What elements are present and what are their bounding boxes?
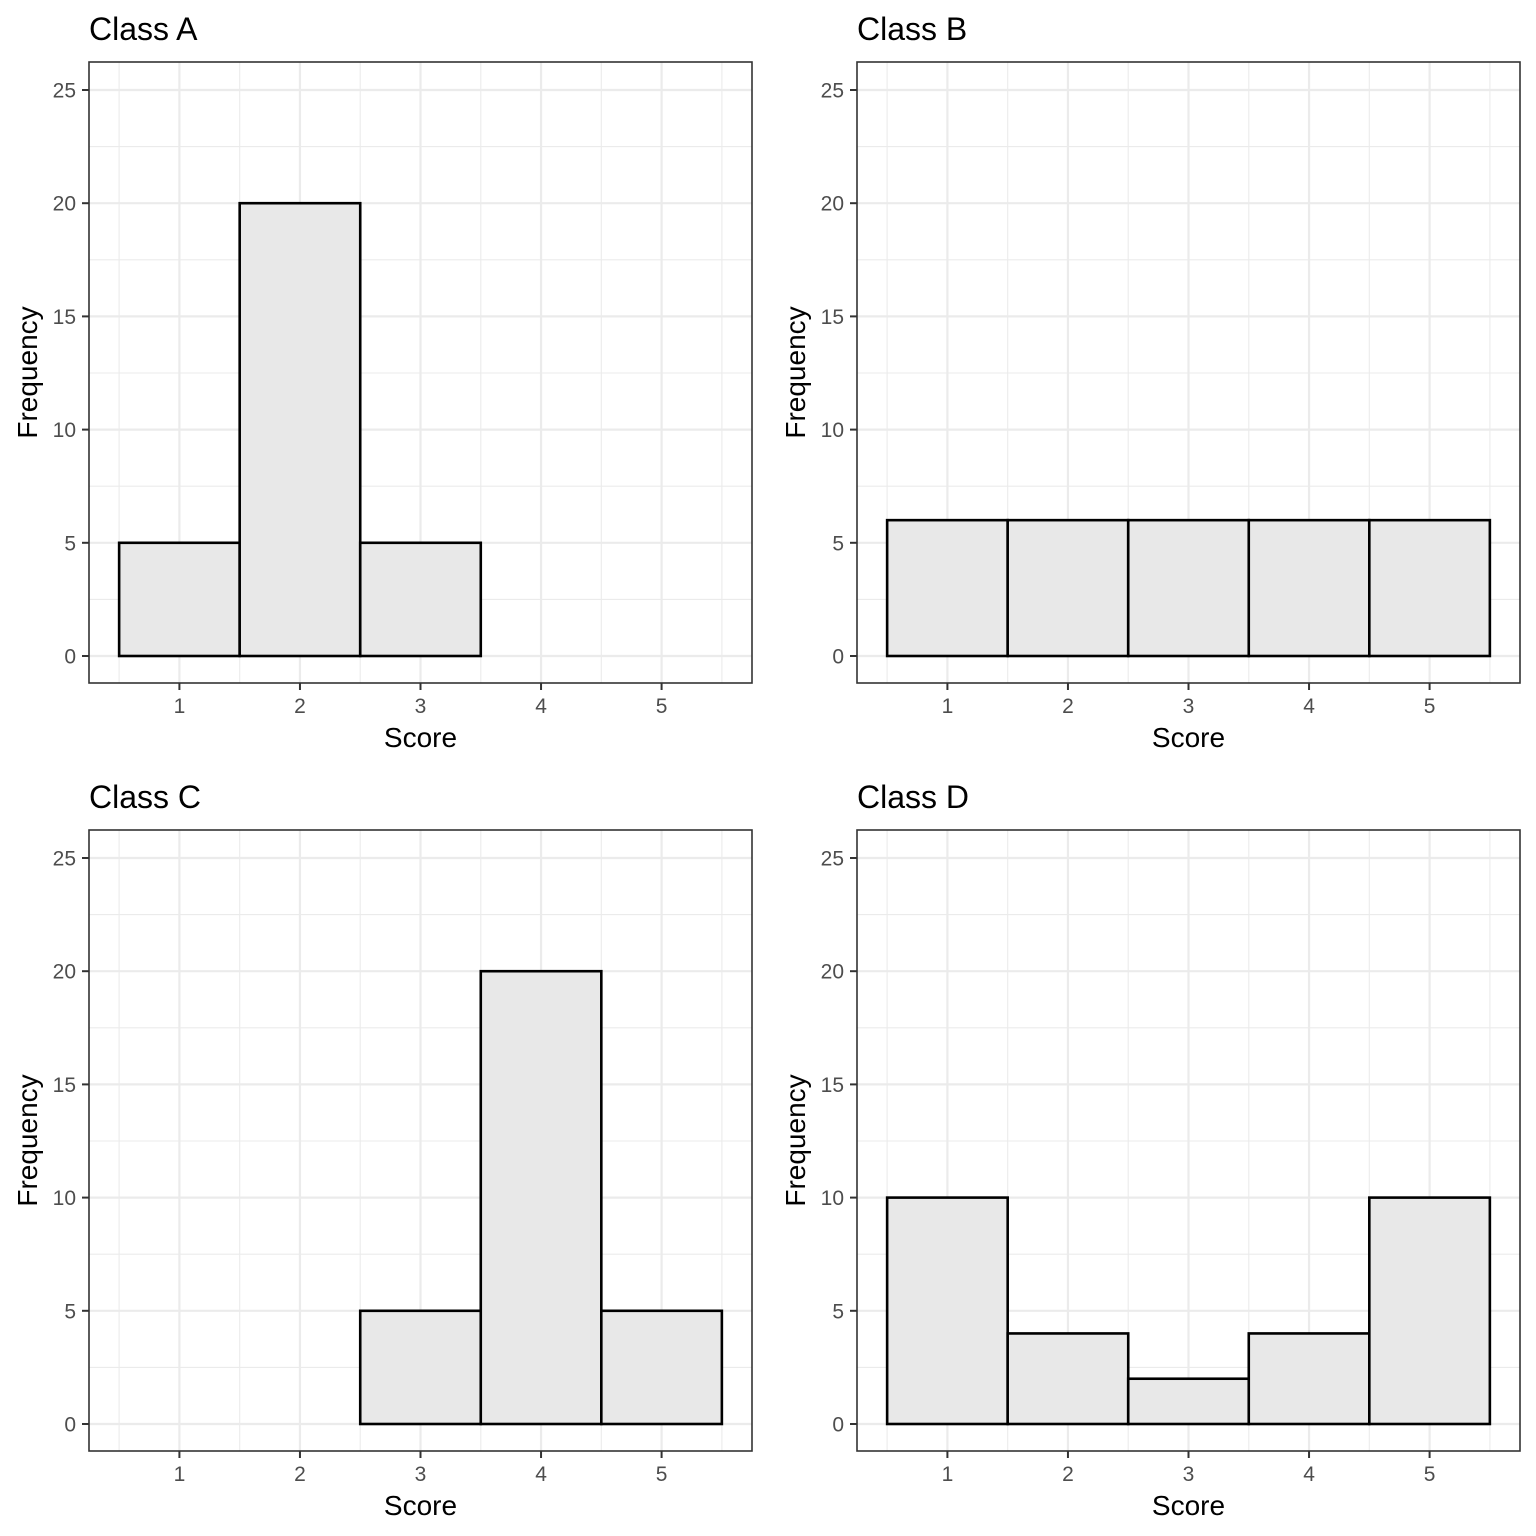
bars <box>358 969 724 1426</box>
y-tick-label: 0 <box>64 646 76 669</box>
y-tick-label: 10 <box>53 1187 76 1210</box>
panel-class-d: 0 5 10 15 20 25 1 2 3 4 5 Class D Score Frequency <box>780 779 1521 1521</box>
bar <box>1368 1196 1492 1426</box>
y-tick-label: 20 <box>53 193 76 216</box>
bar <box>1126 518 1251 658</box>
y-tick-label: 5 <box>832 532 844 555</box>
y-axis: 0 5 10 15 20 25 <box>821 848 857 1437</box>
y-tick-label: 10 <box>821 419 844 442</box>
y-axis: 0 5 10 15 20 25 <box>53 80 89 669</box>
y-axis-title: Frequency <box>12 1074 43 1206</box>
x-tick-label: 3 <box>1183 1463 1195 1486</box>
x-tick-label: 2 <box>294 695 306 718</box>
y-tick-label: 15 <box>821 1074 844 1097</box>
y-axis: 0 5 10 15 20 25 <box>53 848 89 1437</box>
x-tick-label: 2 <box>294 1463 306 1486</box>
y-axis-title: Frequency <box>780 1074 811 1206</box>
x-tick-label: 1 <box>942 1463 954 1486</box>
x-tick-label: 2 <box>1062 1463 1074 1486</box>
bar <box>1006 1332 1130 1426</box>
bars <box>117 201 483 658</box>
x-axis: 1 2 3 4 5 <box>942 1451 1436 1486</box>
y-tick-label: 25 <box>821 848 844 871</box>
panel-class-b: 0 5 10 15 20 25 1 2 3 4 5 Class B Score Frequency <box>780 11 1521 753</box>
x-axis-title: Score <box>384 722 457 753</box>
y-tick-label: 25 <box>53 848 76 871</box>
x-axis: 1 2 3 4 5 <box>174 683 668 718</box>
bars <box>885 518 1492 658</box>
y-tick-label: 25 <box>821 80 844 103</box>
y-tick-label: 10 <box>821 1187 844 1210</box>
y-tick-label: 5 <box>64 532 76 555</box>
bars <box>885 1196 1492 1426</box>
bar <box>1247 518 1371 658</box>
y-tick-label: 5 <box>64 1300 76 1323</box>
x-tick-label: 3 <box>415 695 427 718</box>
x-axis-title: Score <box>384 1490 457 1521</box>
bar <box>1368 518 1492 658</box>
bar <box>1006 518 1130 658</box>
x-tick-label: 5 <box>1424 695 1436 718</box>
y-tick-label: 15 <box>821 306 844 329</box>
x-tick-label: 1 <box>174 695 186 718</box>
panel-title: Class B <box>857 11 967 47</box>
bar <box>238 201 362 658</box>
x-tick-label: 4 <box>535 695 547 718</box>
bar <box>600 1309 724 1426</box>
y-tick-label: 5 <box>832 1300 844 1323</box>
y-tick-label: 0 <box>832 646 844 669</box>
y-axis-title: Frequency <box>12 306 43 438</box>
x-axis: 1 2 3 4 5 <box>942 683 1436 718</box>
x-axis-title: Score <box>1152 722 1225 753</box>
bar <box>358 541 483 658</box>
panel-title: Class C <box>89 779 201 815</box>
panel-title: Class D <box>857 779 969 815</box>
x-tick-label: 4 <box>1303 1463 1315 1486</box>
bar <box>358 1309 483 1426</box>
y-axis: 0 5 10 15 20 25 <box>821 80 857 669</box>
y-tick-label: 10 <box>53 419 76 442</box>
bar <box>1126 1377 1251 1426</box>
x-tick-label: 3 <box>1183 695 1195 718</box>
y-tick-label: 25 <box>53 80 76 103</box>
x-tick-label: 5 <box>656 1463 668 1486</box>
x-tick-label: 5 <box>1424 1463 1436 1486</box>
bar <box>479 969 603 1426</box>
x-tick-label: 2 <box>1062 695 1074 718</box>
y-tick-label: 0 <box>64 1414 76 1437</box>
x-tick-label: 3 <box>415 1463 427 1486</box>
x-tick-label: 5 <box>656 695 668 718</box>
x-tick-label: 4 <box>1303 695 1315 718</box>
x-axis: 1 2 3 4 5 <box>174 1451 668 1486</box>
bar <box>885 1196 1009 1426</box>
x-tick-label: 4 <box>535 1463 547 1486</box>
y-tick-label: 15 <box>53 306 76 329</box>
panel-class-a: 0 5 10 15 20 25 1 2 3 4 5 Class A Score Frequency <box>12 11 753 753</box>
y-tick-label: 15 <box>53 1074 76 1097</box>
y-tick-label: 0 <box>832 1414 844 1437</box>
y-tick-label: 20 <box>821 193 844 216</box>
panel-title: Class A <box>89 11 198 47</box>
bar <box>117 541 241 658</box>
y-tick-label: 20 <box>53 961 76 984</box>
panel-class-c: 0 5 10 15 20 25 1 2 3 4 5 Class C Score Frequency <box>12 779 753 1521</box>
bar <box>885 518 1009 658</box>
y-tick-label: 20 <box>821 961 844 984</box>
bar <box>1247 1332 1371 1426</box>
y-axis-title: Frequency <box>780 306 811 438</box>
x-axis-title: Score <box>1152 1490 1225 1521</box>
x-tick-label: 1 <box>942 695 954 718</box>
x-tick-label: 1 <box>174 1463 186 1486</box>
